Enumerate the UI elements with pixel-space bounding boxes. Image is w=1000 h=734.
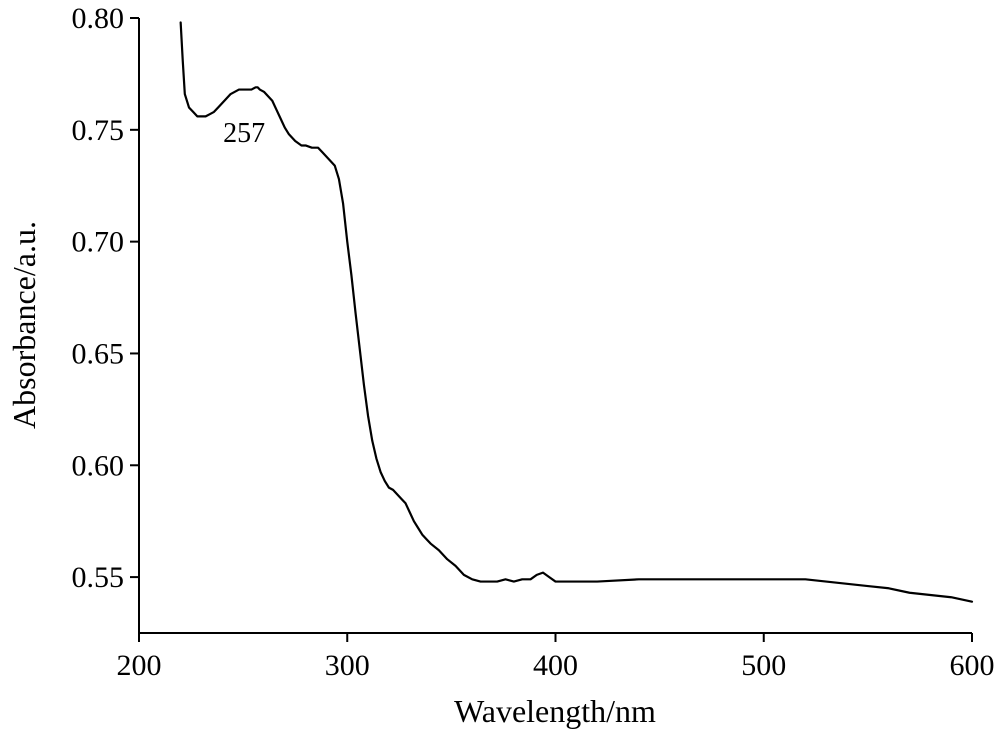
x-tick-label: 600 bbox=[950, 649, 995, 682]
x-tick-label: 500 bbox=[741, 649, 786, 682]
x-tick-label: 200 bbox=[117, 649, 162, 682]
series-group bbox=[179, 21, 974, 603]
x-ticks: 200 300 400 500 600 bbox=[117, 633, 995, 682]
y-tick-label: 0.55 bbox=[72, 561, 125, 594]
x-tick-label: 400 bbox=[533, 649, 578, 682]
annotation-group: 257 bbox=[223, 118, 265, 149]
x-tick-label: 300 bbox=[325, 649, 370, 682]
y-ticks: 0.55 0.60 0.65 0.70 0.75 0.80 bbox=[72, 2, 139, 594]
y-tick-label: 0.80 bbox=[72, 2, 125, 35]
x-axis-title: Wavelength/nm bbox=[454, 693, 656, 729]
absorbance-series-line bbox=[179, 21, 974, 603]
y-tick-label: 0.60 bbox=[72, 449, 125, 482]
y-tick-label: 0.75 bbox=[72, 114, 125, 147]
peak-annotation-label: 257 bbox=[223, 118, 265, 149]
y-axis-title: Absorbance/a.u. bbox=[6, 221, 42, 429]
y-tick-label: 0.70 bbox=[72, 226, 125, 259]
y-tick-label: 0.65 bbox=[72, 337, 125, 370]
